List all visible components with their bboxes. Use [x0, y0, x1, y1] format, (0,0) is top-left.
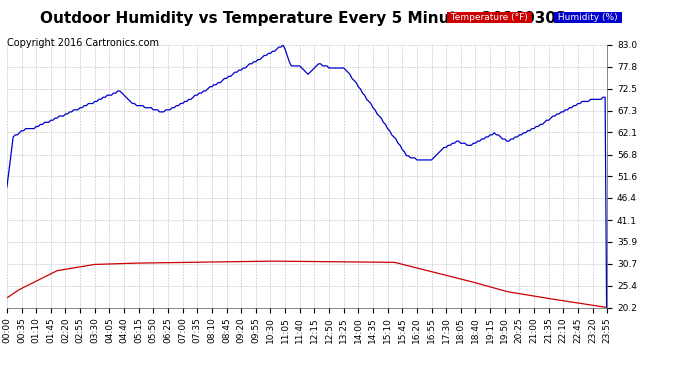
- Text: Humidity (%): Humidity (%): [555, 13, 621, 22]
- Text: Temperature (°F): Temperature (°F): [448, 13, 531, 22]
- Text: Outdoor Humidity vs Temperature Every 5 Minutes 20160303: Outdoor Humidity vs Temperature Every 5 …: [40, 11, 567, 26]
- Text: Copyright 2016 Cartronics.com: Copyright 2016 Cartronics.com: [7, 38, 159, 48]
